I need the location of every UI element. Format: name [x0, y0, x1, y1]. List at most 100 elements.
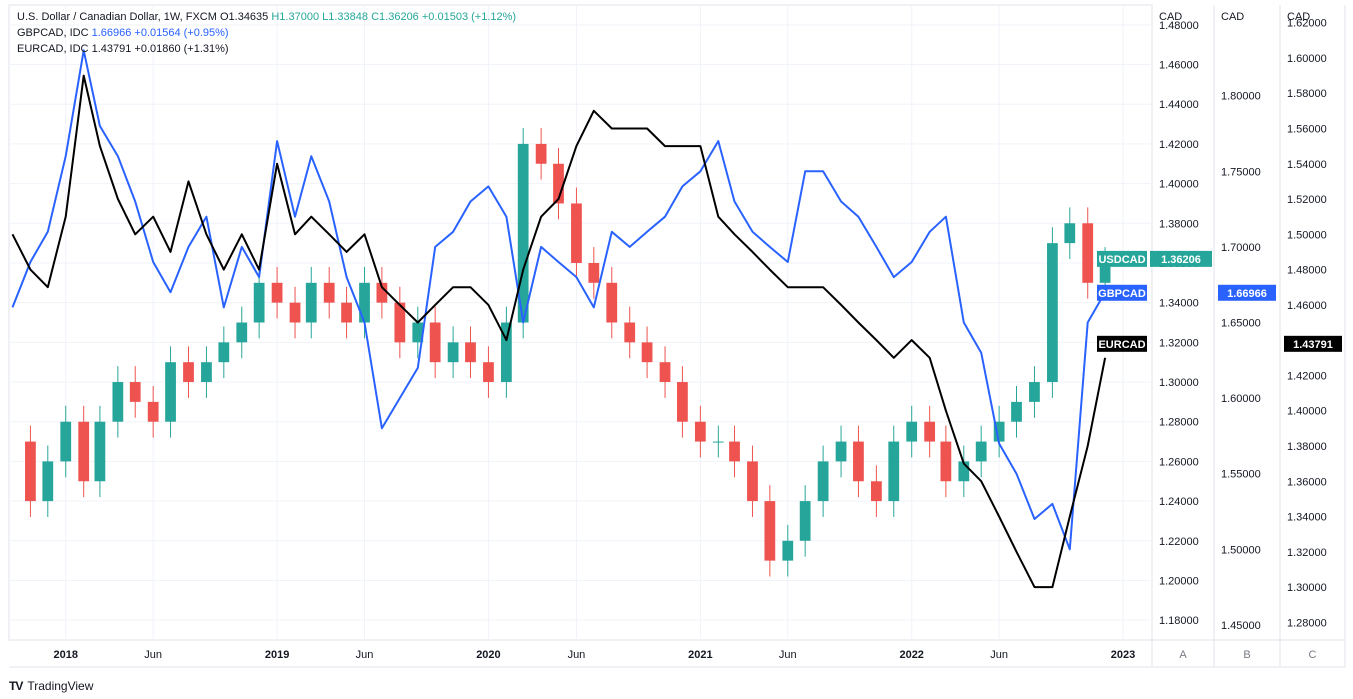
candle-body — [888, 441, 900, 502]
candle-body — [799, 501, 811, 541]
candle-body — [1029, 382, 1040, 402]
price-axis-tick-label: 1.42000 — [1287, 370, 1327, 382]
axis-letter-label: C — [1309, 649, 1317, 661]
price-axis-tick-label: 1.60000 — [1287, 53, 1327, 65]
legend-eurcad-value: 1.43791 — [91, 43, 132, 55]
candle-body — [835, 441, 847, 462]
price-axis-tick-label: 1.46000 — [1287, 300, 1327, 312]
price-axis-tick-label: 1.70000 — [1221, 242, 1261, 254]
candle-body — [183, 362, 194, 383]
candle-body — [624, 322, 636, 343]
candle-body — [993, 421, 1005, 442]
time-axis-label: 2019 — [265, 649, 289, 661]
price-axis-tick-label: 1.75000 — [1221, 166, 1261, 178]
axis-unit-label: CAD — [1159, 11, 1182, 23]
legend-change: +0.01503 (+1.12%) — [421, 11, 517, 23]
candle-body — [376, 282, 388, 303]
candle-body — [906, 421, 918, 442]
series-name-tag-label: GBPCAD — [1098, 288, 1146, 300]
candle-body — [975, 441, 987, 462]
price-axis-tick-label: 1.60000 — [1221, 393, 1261, 405]
candle-body — [359, 282, 370, 323]
candle-body — [1047, 243, 1058, 383]
candle-body — [641, 342, 653, 363]
tradingview-brand-label: TradingView — [27, 679, 94, 693]
series-name-tag — [1097, 284, 1147, 301]
candle-body — [517, 143, 529, 323]
price-axis-tick-label: 1.50000 — [1287, 229, 1327, 241]
legend-gbpcad-change: +0.01564 (+0.95%) — [134, 27, 229, 39]
series-name-tag-label: EURCAD — [1098, 339, 1145, 351]
candle-body — [694, 421, 706, 442]
price-axis-tick-label: 1.40000 — [1287, 406, 1327, 418]
chart-legend: U.S. Dollar / Canadian Dollar, 1W, FXCM … — [17, 9, 516, 57]
price-axis-tick-label: 1.42000 — [1159, 139, 1199, 151]
candle-body — [201, 362, 212, 383]
candle-body — [429, 322, 441, 363]
price-axis-tick-label: 1.40000 — [1159, 179, 1199, 191]
legend-eurcad-change: +0.01860 (+1.31%) — [134, 43, 229, 55]
legend-low: L1.33848 — [322, 11, 369, 23]
price-axis-tick-label: 1.32000 — [1287, 547, 1327, 559]
price-axis-tick-label: 1.55000 — [1221, 469, 1261, 481]
candle-body — [1011, 401, 1022, 422]
candle-body — [553, 163, 564, 204]
candle-body — [535, 143, 547, 164]
candle-body — [129, 382, 141, 402]
time-axis-label: 2023 — [1111, 649, 1135, 661]
legend-gbpcad-title: GBPCAD, IDC — [17, 27, 89, 39]
price-axis-tick-label: 1.45000 — [1221, 620, 1261, 632]
candle-body — [606, 282, 618, 323]
time-axis-label: Jun — [568, 649, 586, 661]
candle-body — [447, 342, 459, 363]
legend-gbpcad: GBPCAD, IDC 1.66966 +0.01564 (+0.95%) — [17, 25, 516, 41]
price-axis-tick-label: 1.36000 — [1287, 476, 1327, 488]
time-axis-label: Jun — [144, 649, 162, 661]
plot-area[interactable] — [8, 4, 1153, 641]
candle-body — [112, 382, 124, 422]
candle-body — [940, 441, 952, 482]
legend-eurcad-title: EURCAD, IDC — [17, 43, 89, 55]
price-axis-tick-label: 1.34000 — [1159, 298, 1199, 310]
price-axis-tick-label: 1.58000 — [1287, 88, 1327, 100]
axis-unit-label: CAD — [1287, 11, 1310, 23]
candle-body — [394, 302, 406, 343]
candle-body — [465, 342, 476, 363]
legend-close: C1.36206 — [371, 11, 419, 23]
price-axis-tick-label: 1.48000 — [1159, 20, 1199, 32]
series-name-tag-label: USDCAD — [1098, 254, 1145, 266]
price-axis-tick-label: 1.28000 — [1287, 617, 1327, 629]
price-axis-tick-label: 1.56000 — [1287, 123, 1327, 135]
candle-body — [94, 421, 106, 482]
price-axis-tick-label: 1.32000 — [1159, 337, 1199, 349]
candle-body — [500, 322, 512, 383]
price-axis-tick-label: 1.80000 — [1221, 91, 1261, 103]
price-axis-tick-label: 1.26000 — [1159, 456, 1199, 468]
legend-open: O1.34635 — [219, 11, 269, 23]
price-axis-tick-label: 1.38000 — [1287, 441, 1327, 453]
eurcad-line[interactable] — [11, 74, 1107, 589]
price-tag — [1284, 335, 1342, 352]
price-axis-tick-label: 1.30000 — [1159, 377, 1199, 389]
candle-body — [323, 282, 335, 303]
gbpcad-line[interactable] — [11, 49, 1106, 551]
price-axis-tick-label: 1.65000 — [1221, 318, 1261, 330]
price-axis-tick-label: 1.28000 — [1159, 417, 1199, 429]
candle-body — [42, 461, 54, 502]
tradingview-brand[interactable]: TV TradingView — [9, 679, 93, 693]
candle-body — [677, 382, 688, 422]
candle-body — [236, 322, 248, 343]
legend-high: H1.37000 — [271, 11, 320, 23]
price-axis-tick-label: 1.22000 — [1159, 536, 1199, 548]
legend-eurcad: EURCAD, IDC 1.43791 +0.01860 (+1.31%) — [17, 41, 516, 57]
candle-body — [729, 441, 740, 462]
candle-body — [305, 282, 317, 323]
candle-body — [571, 203, 582, 263]
candle-body — [1099, 262, 1111, 283]
candle-body — [78, 421, 90, 482]
legend-usdcad: U.S. Dollar / Canadian Dollar, 1W, FXCM … — [17, 9, 516, 25]
candle-body — [289, 302, 301, 323]
axis-unit-label: CAD — [1221, 11, 1244, 23]
price-axis-tick-label: 1.62000 — [1287, 18, 1327, 30]
